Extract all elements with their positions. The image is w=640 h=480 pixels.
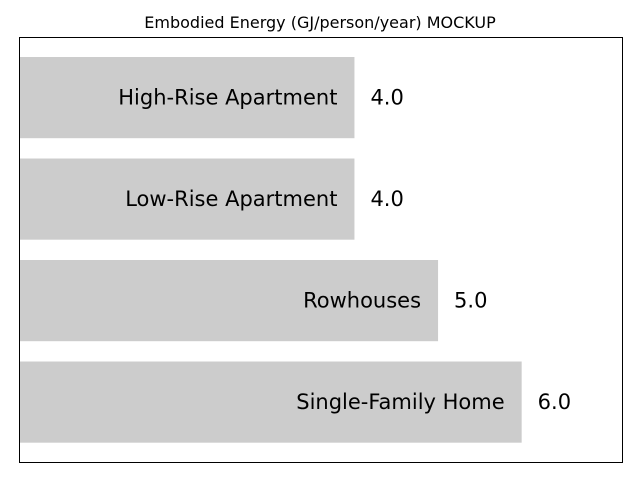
bar-group: High-Rise Apartment 4.0 Low-Rise Apartment… [20,57,571,443]
bar-value-label: 6.0 [538,390,571,414]
bar-value-label: 4.0 [370,187,403,211]
bar-3 [20,361,522,443]
bar-1 [20,158,355,240]
bar-0 [20,57,355,139]
bar-2 [20,260,439,342]
bar-value-label: 5.0 [454,289,487,313]
bar-category-label: High-Rise Apartment [118,86,337,110]
bar-category-label: Single-Family Home [296,390,504,414]
bar-value-label: 4.0 [370,86,403,110]
plot-frame [19,37,623,463]
bar-category-label: Rowhouses [303,289,421,313]
chart-title: Embodied Energy (GJ/person/year) MOCKUP [144,13,496,32]
bar-category-label: Low-Rise Apartment [125,187,337,211]
